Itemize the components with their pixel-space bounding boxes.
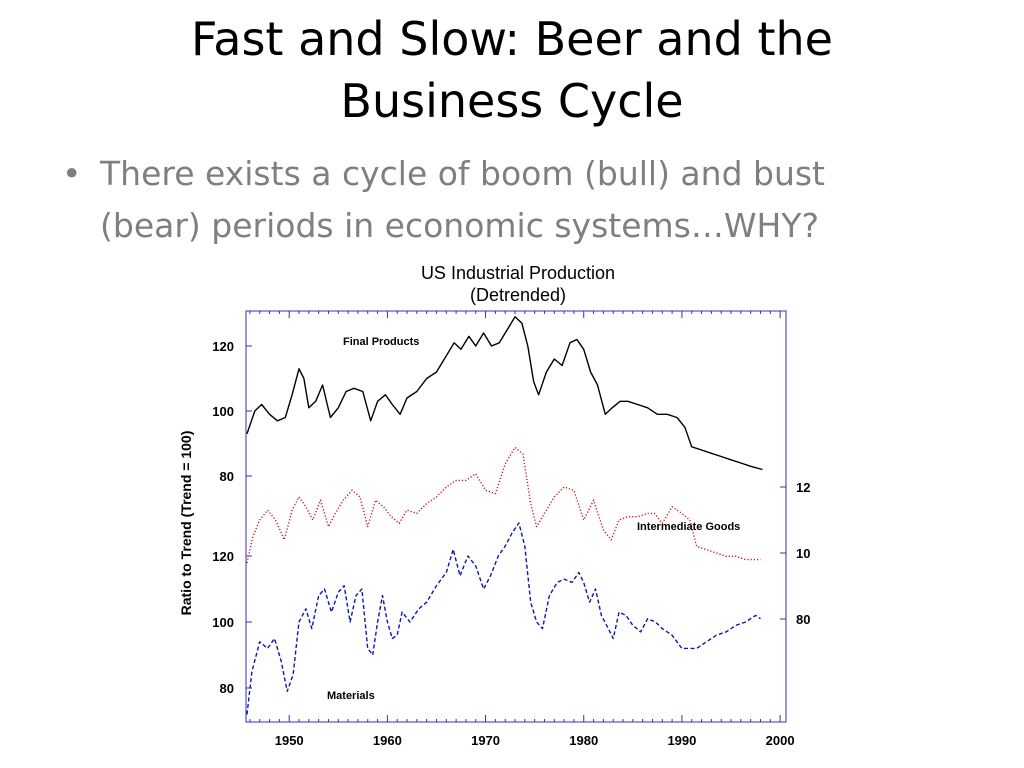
left-upper-tick-label: 120 (212, 339, 234, 354)
label-intermediate-goods: Intermediate Goods (637, 521, 740, 533)
left-lower-tick-label: 80 (220, 681, 234, 696)
plot-frame (245, 310, 787, 723)
series-line-materials (246, 522, 761, 715)
slide-title-line-2: Business Cycle (340, 74, 684, 128)
x-tick-label: 1970 (471, 733, 500, 748)
x-tick-label: 1990 (667, 733, 696, 748)
chart-subtitle: (Detrended) (470, 285, 566, 305)
series-layer (246, 316, 763, 715)
left-lower-tick-label: 100 (212, 615, 234, 630)
slide-title: Fast and Slow: Beer and the Business Cyc… (0, 8, 1024, 132)
industrial-production-chart: US Industrial Production (Detrended) 195… (170, 258, 818, 758)
label-materials: Materials (327, 690, 375, 702)
x-tick-label: 1980 (569, 733, 598, 748)
series-line-intermediate-goods (246, 446, 761, 564)
left-lower-tick-label: 120 (212, 549, 234, 564)
slide-title-line-1: Fast and Slow: Beer and the (191, 12, 833, 66)
right-tick-label: 100 (796, 546, 810, 561)
left-upper-tick-label: 100 (212, 404, 234, 419)
y-axis-label: Ratio to Trend (Trend = 100) (178, 431, 194, 616)
chart-svg: US Industrial Production (Detrended) 195… (178, 263, 818, 748)
chart-title: US Industrial Production (421, 263, 615, 283)
right-tick-label: 80 (796, 612, 810, 627)
bullet-text-line-1: There exists a cycle of boom (bull) and … (100, 154, 826, 193)
x-tick-label: 2000 (766, 733, 795, 748)
bullet-point: • There exists a cycle of boom (bull) an… (62, 148, 962, 252)
left-upper-tick-label: 80 (220, 469, 234, 484)
label-final-products: Final Products (343, 336, 419, 348)
bullet-dot-icon: • (62, 154, 82, 193)
x-tick-label: 1950 (275, 733, 304, 748)
series-line-final-products (246, 316, 763, 471)
right-tick-label: 120 (796, 480, 810, 495)
x-tick-label: 1960 (373, 733, 402, 748)
bullet-text-line-2: (bear) periods in economic systems…WHY? (100, 206, 819, 245)
bullet-text: There exists a cycle of boom (bull) and … (100, 148, 962, 252)
